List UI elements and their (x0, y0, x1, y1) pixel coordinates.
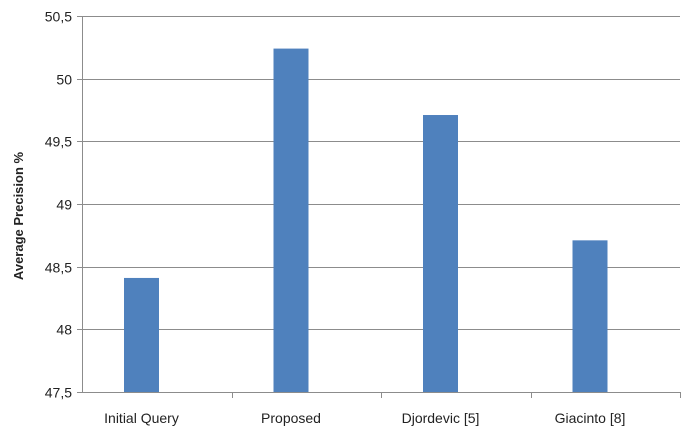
y-tick-label: 49,5 (45, 134, 72, 150)
bars (124, 48, 608, 392)
y-tick-label: 47,5 (45, 385, 72, 401)
y-tick-label: 49 (56, 197, 72, 213)
y-tick-label: 50,5 (45, 9, 72, 25)
bar (572, 240, 608, 392)
bar (273, 48, 309, 392)
y-tick-label: 48,5 (45, 260, 72, 276)
x-category-label: Proposed (261, 410, 321, 426)
y-tick-label: 50 (56, 72, 72, 88)
x-category-labels: Initial Query Proposed Djordevic [5] Giacin… (104, 410, 625, 426)
bar (423, 115, 458, 392)
y-tick-label: 48 (56, 322, 72, 338)
bar (124, 277, 159, 392)
x-category-label: Djordevic [5] (402, 410, 480, 426)
y-axis-label: Average Precision % (11, 151, 26, 280)
axes (77, 16, 681, 398)
x-category-label: Initial Query (104, 410, 179, 426)
x-category-label: Giacinto [8] (555, 410, 626, 426)
y-tick-labels: 47,5 48 48,5 49 49,5 50 50,5 (45, 9, 72, 401)
